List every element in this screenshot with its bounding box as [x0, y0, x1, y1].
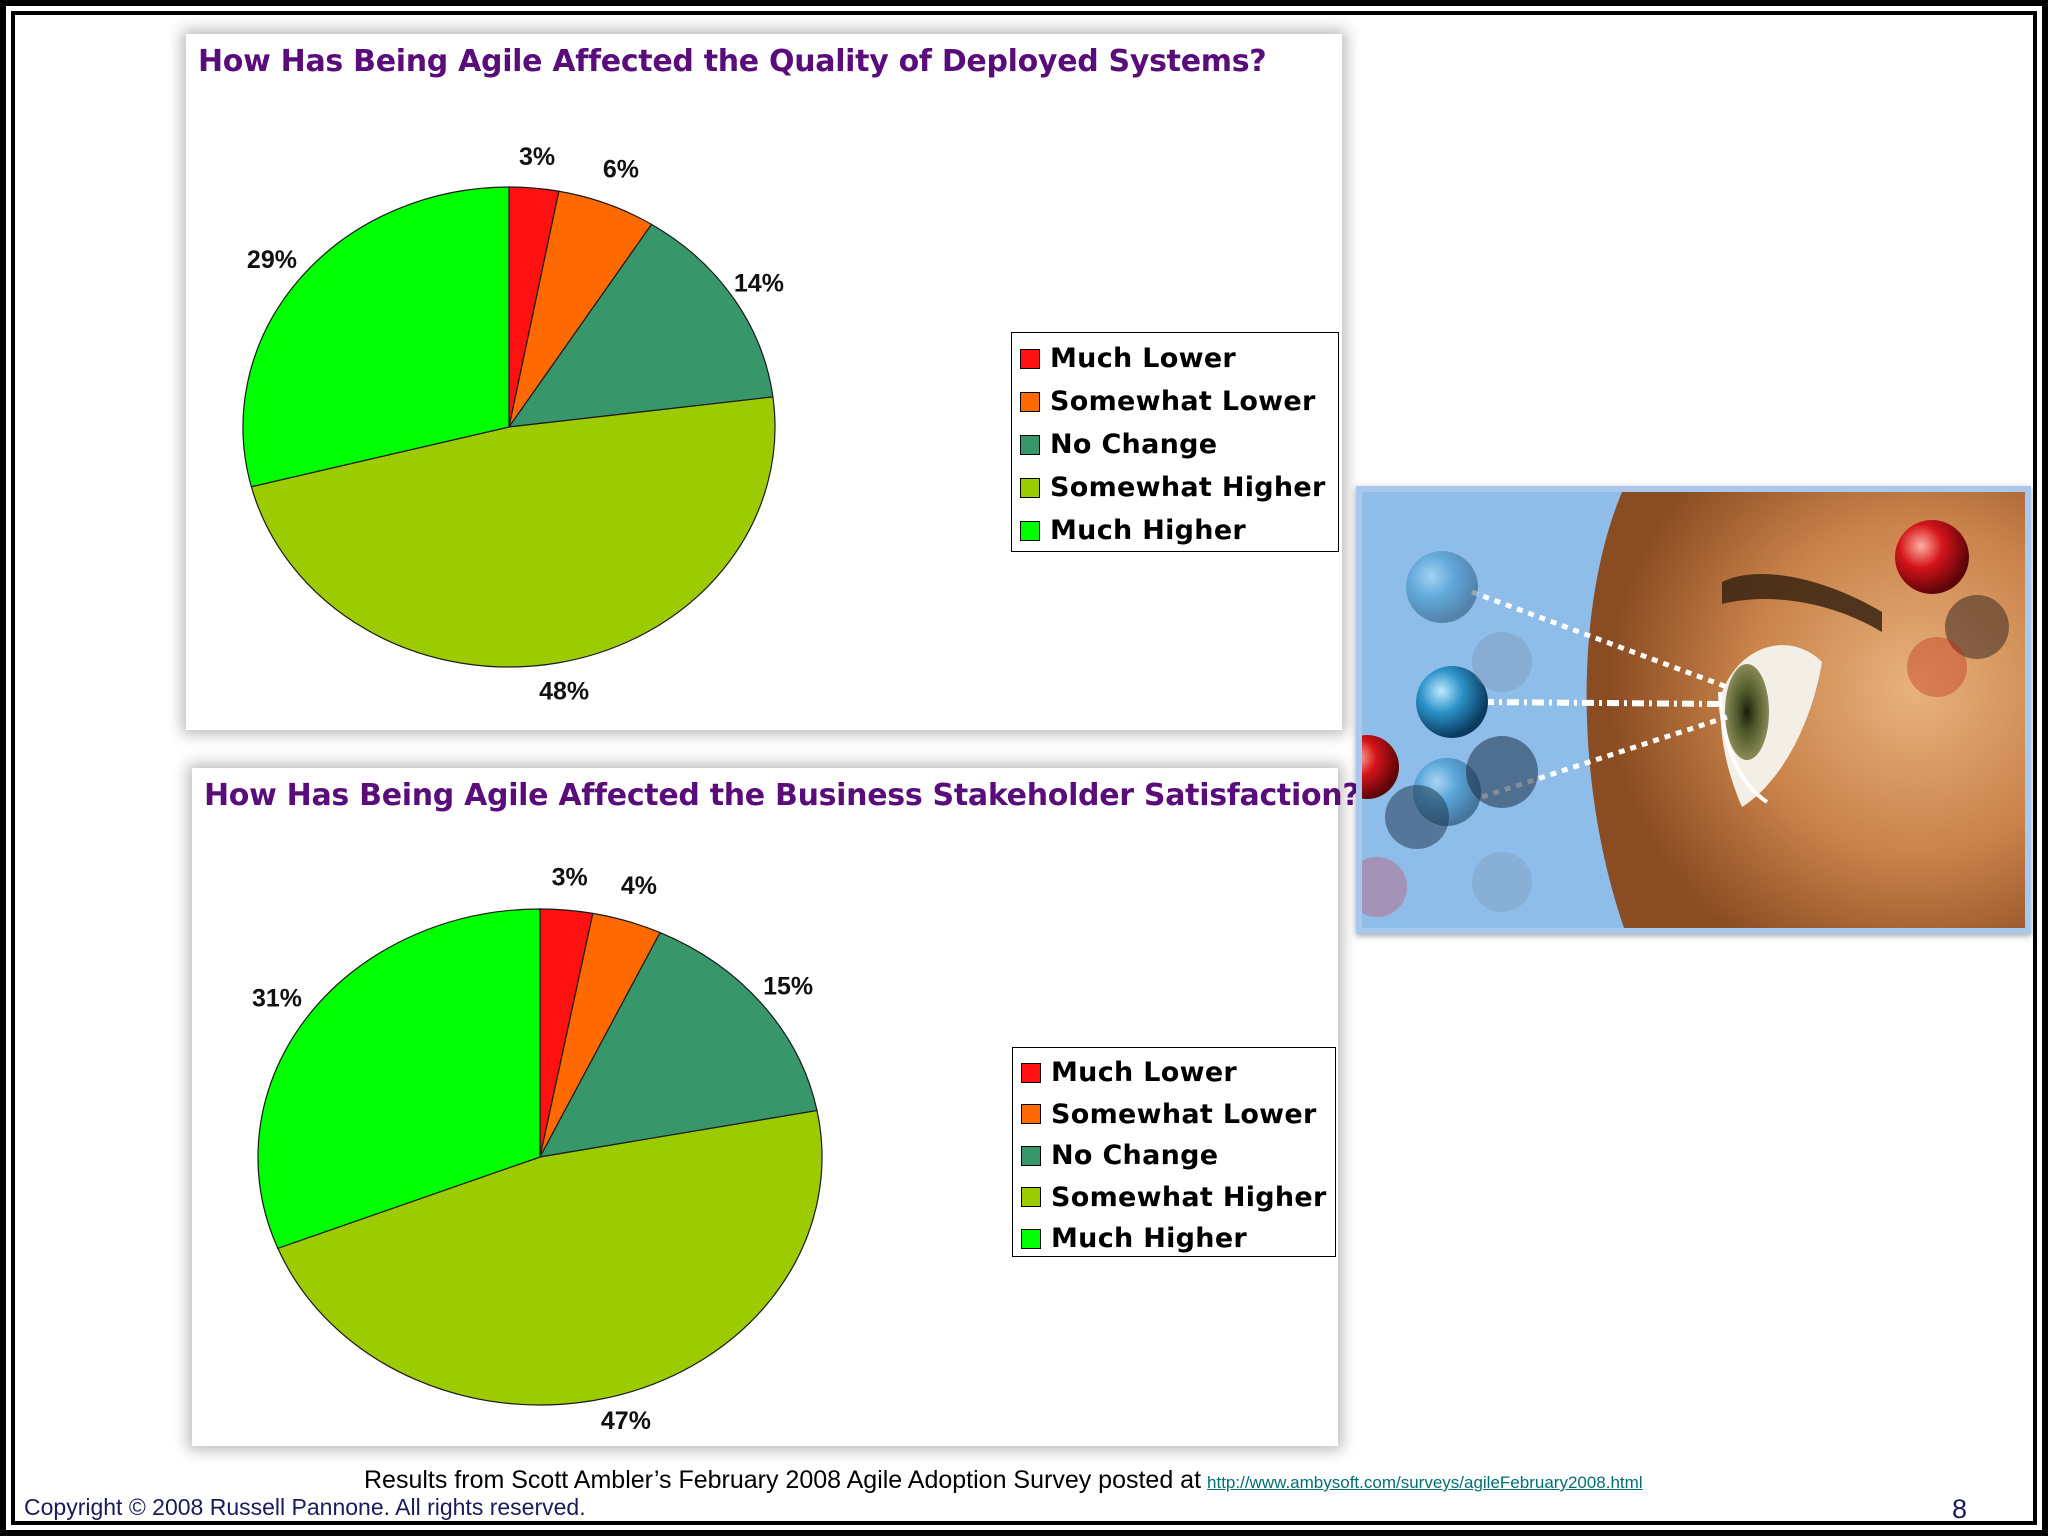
- chart-legend: Much Lower Somewhat Lower No Change Some…: [1012, 1047, 1336, 1257]
- copyright-text: Copyright © 2008 Russell Pannone. All ri…: [24, 1494, 586, 1520]
- pie-slice-no-change: [538, 931, 818, 1158]
- pie-percent-label: 48%: [539, 677, 589, 705]
- chart-title: How Has Being Agile Affected the Quality…: [198, 44, 1267, 79]
- legend-swatch: [1020, 348, 1040, 369]
- chart-title: How Has Being Agile Affected the Busines…: [204, 778, 1360, 813]
- pie-percent-label: 3%: [519, 143, 555, 171]
- pie-percent-label: 14%: [734, 269, 784, 297]
- legend-label: Somewhat Lower: [1051, 1098, 1317, 1130]
- legend-item-much-lower: Much Lower: [1021, 1052, 1329, 1094]
- slide-inner-border: [11, 11, 2037, 1525]
- legend-label: Much Higher: [1050, 515, 1247, 546]
- legend-item-much-higher: Much Higher: [1020, 509, 1332, 552]
- pie-percent-label: 47%: [601, 1407, 651, 1435]
- legend-label: Somewhat Higher: [1051, 1181, 1327, 1213]
- source-note-text: Results from Scott Ambler’s February 200…: [364, 1466, 1202, 1494]
- legend-label: Much Lower: [1050, 343, 1237, 374]
- chart-legend: Much Lower Somewhat Lower No Change Some…: [1011, 332, 1339, 552]
- legend-item-no-change: No Change: [1020, 423, 1332, 466]
- legend-item-somewhat-lower: Somewhat Lower: [1021, 1094, 1329, 1136]
- illustration-graphic: [1362, 492, 2025, 928]
- legend-item-much-lower: Much Lower: [1020, 337, 1332, 380]
- legend-swatch: [1021, 1187, 1041, 1208]
- pie-slice-much-higher: [242, 186, 510, 488]
- pie-percent-label: 3%: [552, 863, 588, 891]
- legend-label: No Change: [1051, 1140, 1219, 1172]
- legend-item-no-change: No Change: [1021, 1135, 1329, 1177]
- pie-percent-label: 15%: [763, 972, 813, 1000]
- eye-molecule-illustration: [1356, 486, 2031, 934]
- legend-item-somewhat-higher: Somewhat Higher: [1020, 466, 1332, 509]
- pie-percent-label: 29%: [247, 246, 297, 274]
- legend-label: Somewhat Higher: [1050, 472, 1326, 503]
- legend-label: Much Lower: [1051, 1057, 1238, 1089]
- survey-link[interactable]: http://www.ambysoft.com/surveys/agileFeb…: [1207, 1473, 1643, 1492]
- legend-swatch: [1020, 434, 1040, 455]
- quality-pie-chart: 3% 6% 14% 48% 29%: [242, 143, 784, 705]
- quality-chart-panel: How Has Being Agile Affected the Quality…: [186, 34, 1342, 730]
- satisfaction-pie-chart: 3% 4% 15% 47% 31%: [252, 863, 823, 1435]
- pie-slice-much-higher: [257, 908, 541, 1250]
- pie-percent-label: 4%: [621, 872, 657, 900]
- legend-swatch: [1021, 1228, 1041, 1249]
- pie-slice-somewhat-higher: [276, 1109, 823, 1406]
- legend-swatch: [1020, 391, 1040, 412]
- page-number: 8: [1952, 1494, 1968, 1524]
- legend-label: Somewhat Lower: [1050, 386, 1316, 417]
- legend-label: No Change: [1050, 429, 1218, 460]
- legend-swatch: [1020, 520, 1040, 541]
- legend-item-somewhat-lower: Somewhat Lower: [1020, 380, 1332, 423]
- legend-swatch: [1021, 1062, 1041, 1083]
- pie-slice-no-change: [507, 223, 774, 428]
- legend-label: Much Higher: [1051, 1223, 1248, 1255]
- pie-percent-label: 6%: [603, 156, 639, 184]
- legend-swatch: [1021, 1104, 1041, 1125]
- pie-percent-label: 31%: [252, 984, 302, 1012]
- legend-swatch: [1021, 1145, 1041, 1166]
- satisfaction-chart-panel: How Has Being Agile Affected the Busines…: [192, 768, 1360, 1446]
- pie-slice-somewhat-higher: [250, 396, 776, 668]
- legend-item-much-higher: Much Higher: [1021, 1218, 1329, 1260]
- legend-item-somewhat-higher: Somewhat Higher: [1021, 1177, 1329, 1219]
- survey-source-note: Results from Scott Ambler’s February 200…: [364, 1466, 1643, 1495]
- legend-swatch: [1020, 477, 1040, 498]
